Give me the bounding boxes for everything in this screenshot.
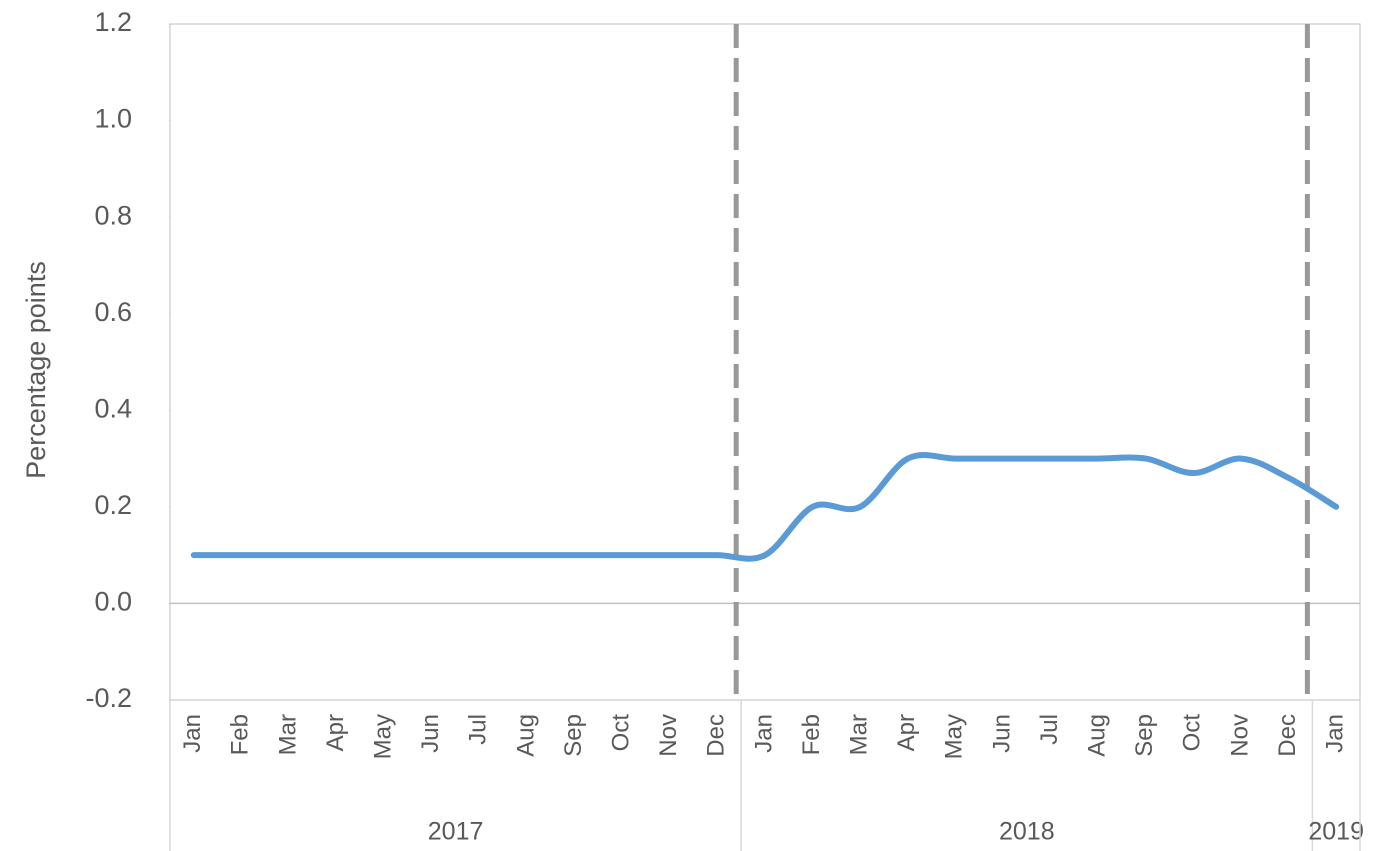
x-tick-label: Aug: [512, 714, 539, 757]
x-tick-label: Oct: [608, 714, 635, 752]
x-tick-label: Jun: [417, 714, 444, 753]
x-tick-label: Jan: [1322, 714, 1349, 753]
y-tick-label: 0.4: [94, 393, 132, 423]
x-tick-label: Oct: [1179, 714, 1206, 752]
x-tick-label: Mar: [274, 714, 301, 755]
y-axis-title: Percentage points: [21, 261, 51, 479]
x-tick-label: Jan: [750, 714, 777, 753]
x-tick-label: Jan: [179, 714, 206, 753]
x-tick-label: Dec: [703, 714, 730, 757]
x-tick-label: Sep: [1131, 714, 1158, 757]
x-tick-label: Dec: [1274, 714, 1301, 757]
x-tick-label: May: [370, 714, 397, 759]
x-tick-label: Nov: [1226, 714, 1253, 757]
x-tick-label: Aug: [1084, 714, 1111, 757]
year-label: 2018: [999, 818, 1055, 846]
y-tick-label: 0.6: [94, 297, 132, 327]
year-label: 2019: [1308, 818, 1364, 846]
x-tick-label: Jul: [1036, 714, 1063, 745]
y-tick-label: 1.2: [94, 7, 132, 37]
x-tick-label: Nov: [655, 714, 682, 757]
x-tick-label: Feb: [798, 714, 825, 755]
x-tick-label: Jun: [988, 714, 1015, 753]
x-tick-label: Feb: [227, 714, 254, 755]
line-series: [190, 452, 1340, 562]
x-tick-label: Apr: [893, 714, 920, 751]
y-tick-label: 0.8: [94, 200, 132, 230]
y-tick-label: 0.0: [94, 587, 132, 617]
x-tick-label: Sep: [560, 714, 587, 757]
x-tick-label: Apr: [322, 714, 349, 751]
x-tick-label: Mar: [846, 714, 873, 755]
y-tick-label: 0.2: [94, 490, 132, 520]
y-tick-label: 1.0: [94, 104, 132, 134]
plot-area: [169, 23, 1361, 701]
year-label: 2017: [428, 818, 484, 846]
x-tick-label: May: [941, 714, 968, 759]
y-tick-label: -0.2: [85, 683, 132, 713]
x-tick-label: Jul: [465, 714, 492, 745]
